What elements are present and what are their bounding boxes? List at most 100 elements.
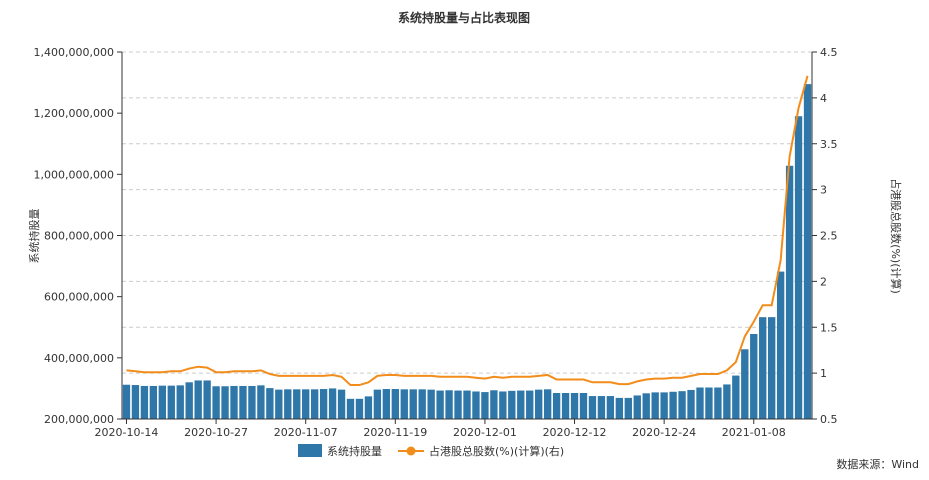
bar [481,392,489,419]
y-tick-label: 200,000,000 [44,413,114,426]
bar [588,396,597,419]
bar [776,271,785,419]
bar [678,391,686,419]
bar [328,388,337,419]
bar [248,385,256,419]
bar [454,390,462,419]
bar [185,382,193,419]
bar [785,165,794,419]
bar [418,389,426,419]
y2-axis-title: 占港股总股数(%)(计算) [889,178,903,294]
bar [696,387,704,419]
y2-tick-label: 4 [820,92,827,105]
bar [803,84,812,420]
bar [194,380,202,419]
bar [732,375,740,419]
line-path [126,75,809,387]
y-tick-label: 1,200,000,000 [34,107,114,120]
legend-bar-swatch [298,444,322,457]
y-axis-title: 系统持股量 [27,209,41,264]
bar [517,390,525,419]
bar [535,389,543,419]
x-tick-label: 2020-12-01 [453,426,517,439]
legend[interactable]: 系统持股量 占港股总股数(%)(计算)(右) [298,444,564,458]
bar [221,386,229,419]
bar [212,386,220,419]
y-tick-label: 800,000,000 [44,230,114,243]
bar [302,389,310,419]
bar [436,390,444,419]
y-tick-label: 400,000,000 [44,352,114,365]
y2-tick-label: 3 [820,184,827,197]
bar [409,389,417,419]
bar [472,391,480,419]
bar [543,389,552,419]
x-tick-label: 2020-12-12 [543,426,607,439]
bar [373,389,382,419]
bar [355,398,364,419]
bar [275,389,283,419]
bar [624,397,632,419]
bar [203,380,211,419]
y2-tick-label: 1.5 [820,321,838,334]
bar [319,389,328,419]
bar [149,385,158,419]
bar [615,397,624,419]
bar [158,385,166,419]
bar [176,385,184,419]
y2-tick-label: 2 [820,275,827,288]
bar [391,389,399,419]
x-tick-label: 2020-10-14 [95,426,159,439]
bar [337,389,346,419]
x-tick-label: 2020-11-19 [363,426,427,439]
bar [651,392,659,419]
bar [293,389,301,419]
chart-title: 系统持股量与占比表现图 [398,10,530,25]
bar [723,384,731,419]
bar-series [122,84,812,420]
bar [526,390,534,419]
bar [266,388,274,419]
bar [642,393,650,419]
bar [257,385,265,419]
y2-tick-label: 1 [820,367,827,380]
bar [687,389,695,419]
bar [768,317,776,419]
bar [660,392,668,419]
x-tick-label: 2021-01-08 [722,426,786,439]
bar [714,387,722,419]
x-tick-label: 2020-12-24 [632,426,696,439]
bar [230,385,238,419]
bar [794,116,803,419]
bar [364,396,373,419]
bar [346,398,355,419]
legend-line-marker [406,446,416,456]
y-tick-label: 600,000,000 [44,291,114,304]
bar [463,390,471,419]
bar [597,396,606,419]
bar [499,391,507,419]
bar [508,390,516,419]
bar [140,385,149,419]
bar [633,395,641,419]
legend-bar-label: 系统持股量 [327,444,382,458]
bar [131,385,140,419]
bar [382,389,391,419]
y2-tick-label: 3.5 [820,138,838,151]
axes: 200,000,000 400,000,000 600,000,000 800,000… [34,46,838,439]
bar [579,393,588,419]
bar [400,389,408,419]
x-tick-label: 2020-11-07 [274,426,338,439]
bar [669,391,677,419]
bar [167,385,175,419]
bar [741,349,749,419]
bar [561,393,570,419]
bar [552,393,561,419]
bar [284,389,292,419]
bar [122,384,131,419]
source-note: 数据来源：Wind [836,457,919,471]
bar [445,390,453,419]
bar [427,389,435,419]
